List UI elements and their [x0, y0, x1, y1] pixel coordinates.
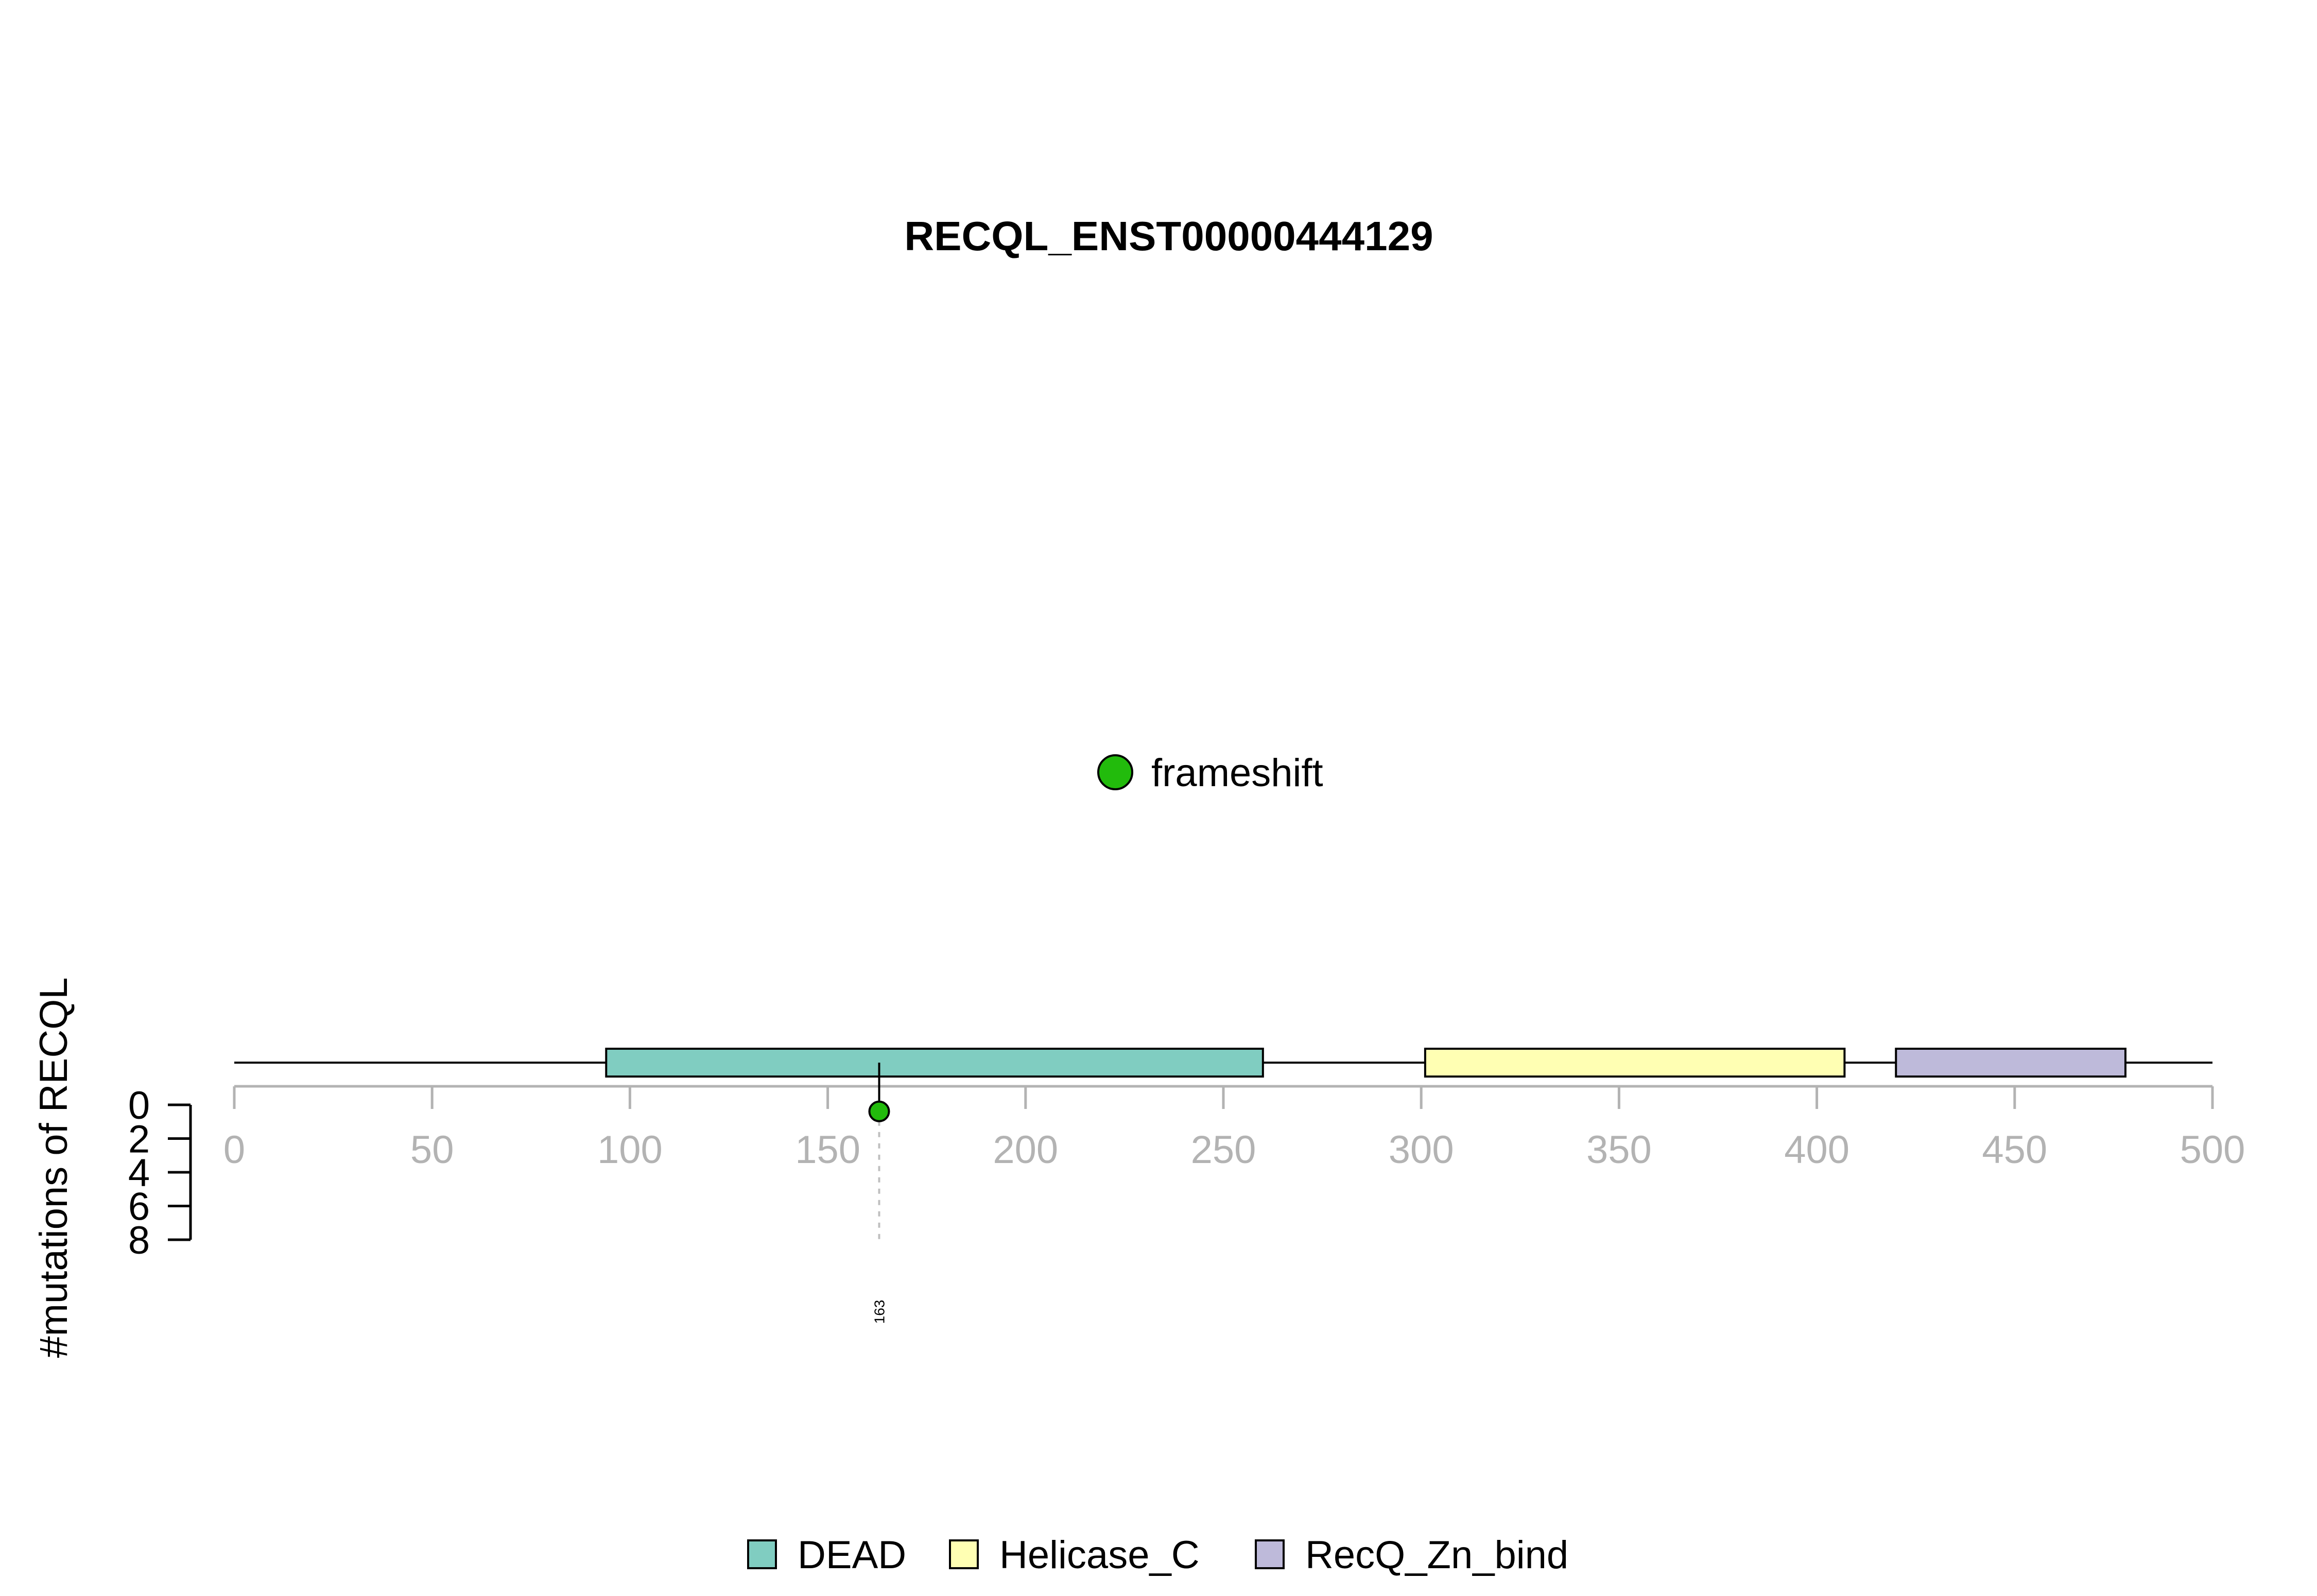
x-tick-label: 450 [1982, 1128, 2047, 1172]
x-axis: 0 50 100 150 200 250 300 350 400 450 500 [223, 1085, 2245, 1172]
legend-dead-swatch [747, 1539, 777, 1569]
x-tick-label: 200 [993, 1128, 1058, 1172]
mutation-point [868, 1100, 890, 1122]
x-tick-label: 0 [223, 1128, 245, 1172]
domain-helicase-c [1424, 1048, 1846, 1078]
x-tick-label: 500 [2180, 1128, 2245, 1172]
x-tick-label: 50 [410, 1128, 454, 1172]
x-tick-label: 100 [597, 1128, 663, 1172]
x-tick-label: 350 [1586, 1128, 1652, 1172]
x-tick-label: 400 [1784, 1128, 1849, 1172]
y-tick-label: 4 [128, 1151, 150, 1195]
y-tick-label: 0 [128, 1084, 150, 1127]
mutation-legend: frameshift [1097, 751, 1323, 795]
legend-recq-zn-bind-swatch [1255, 1539, 1285, 1569]
domain-dead [605, 1048, 1264, 1078]
legend-frameshift-marker [1097, 754, 1133, 790]
legend-dead-label: DEAD [798, 1533, 906, 1577]
legend-helicase-c-swatch [949, 1539, 979, 1569]
domain-recq-zn-bind [1895, 1048, 2126, 1078]
domain-track [605, 1048, 2126, 1078]
legend-frameshift-label: frameshift [1151, 751, 1323, 795]
x-tick-label: 250 [1191, 1128, 1256, 1172]
x-tick-label: 300 [1389, 1128, 1454, 1172]
mutation-track: 163 [868, 1063, 890, 1324]
legend-helicase-c-label: Helicase_C [999, 1533, 1200, 1577]
y-tick-label: 8 [128, 1219, 150, 1262]
chart-title: RECQL_ENST00000444129 [904, 213, 1433, 259]
legend-recq-zn-bind-label: RecQ_Zn_bind [1305, 1533, 1568, 1577]
y-tick-label: 2 [128, 1118, 150, 1161]
domain-legend: DEAD Helicase_C RecQ_Zn_bind [747, 1533, 1568, 1577]
x-tick-label: 150 [795, 1128, 860, 1172]
y-tick-label: 6 [128, 1185, 150, 1229]
mutation-position-label: 163 [871, 1300, 887, 1324]
y-axis-label: #mutations of RECQL [32, 977, 76, 1358]
